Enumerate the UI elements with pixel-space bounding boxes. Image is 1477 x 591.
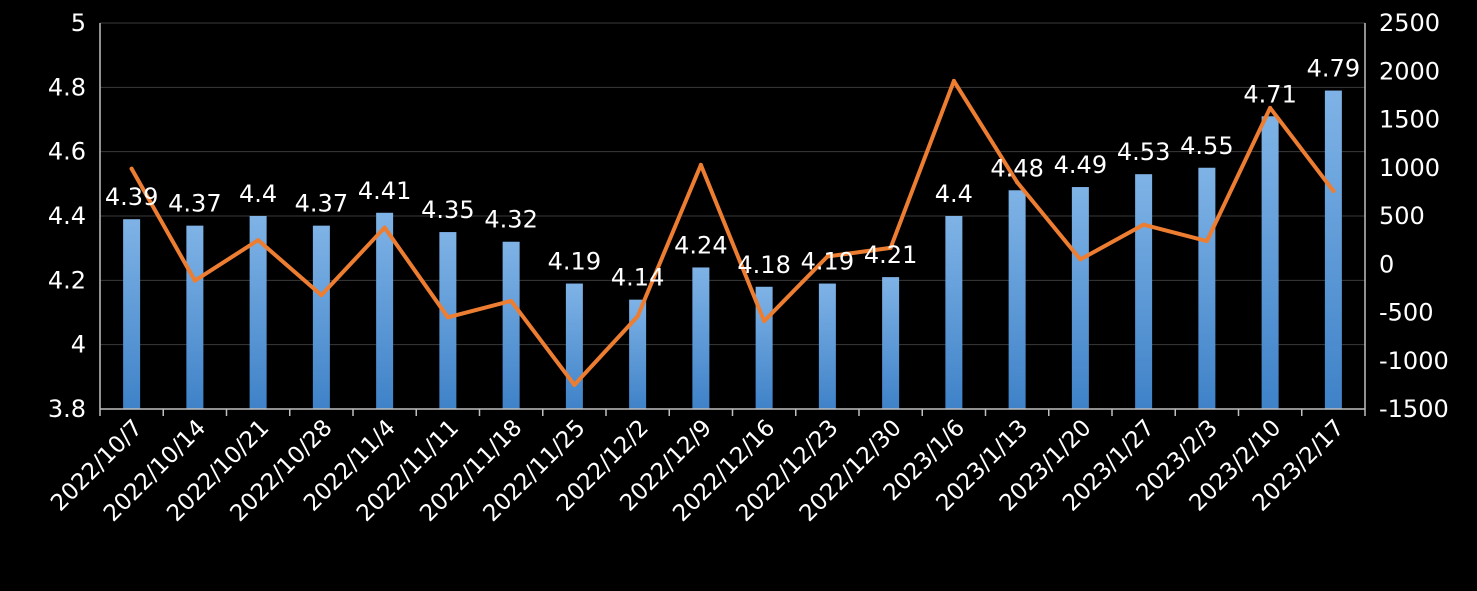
line-point bbox=[319, 293, 324, 298]
bar bbox=[1008, 190, 1026, 409]
bar-data-label: 4.71 bbox=[1243, 80, 1296, 108]
bar-data-label: 4.53 bbox=[1117, 138, 1170, 166]
bar-data-label: 4.37 bbox=[168, 190, 221, 218]
line-point bbox=[1331, 188, 1336, 193]
line-point bbox=[192, 278, 197, 283]
bar bbox=[818, 283, 836, 409]
line-series bbox=[129, 78, 1336, 387]
y-left-tick-label: 3.8 bbox=[48, 395, 86, 423]
line-point bbox=[1204, 239, 1209, 244]
y-right-tick-label: 1500 bbox=[1379, 106, 1440, 134]
line-point bbox=[1268, 105, 1273, 110]
y-left-tick-label: 4.6 bbox=[48, 138, 86, 166]
y-left-tick-label: 4 bbox=[71, 331, 86, 359]
y-right-tick-label: -1500 bbox=[1379, 395, 1449, 423]
y-right-tick-label: 500 bbox=[1379, 202, 1425, 230]
line-point bbox=[1141, 222, 1146, 227]
bar bbox=[186, 225, 204, 409]
line-point bbox=[382, 225, 387, 230]
line-point bbox=[256, 238, 261, 243]
line-point bbox=[445, 315, 450, 320]
bar-data-label: 4.37 bbox=[295, 190, 348, 218]
y-right-tick-label: 1000 bbox=[1379, 154, 1440, 182]
y-left-tick-label: 4.4 bbox=[48, 202, 86, 230]
bar-data-label: 4.32 bbox=[484, 206, 537, 234]
line-point bbox=[1078, 257, 1083, 262]
y-right-tick-label: 2500 bbox=[1379, 9, 1440, 37]
bar-data-label: 4.48 bbox=[990, 154, 1043, 182]
bar-data-label: 4.79 bbox=[1307, 55, 1360, 83]
bar bbox=[629, 299, 647, 409]
y-left-tick-label: 5 bbox=[71, 9, 86, 37]
bar bbox=[882, 277, 900, 409]
line-point bbox=[698, 162, 703, 167]
data-labels: 4.39 4.37 4.4 4.37 4.41 4.35 4.32 4.19 4.14 4.24 4… bbox=[105, 55, 1360, 292]
bar bbox=[502, 241, 520, 409]
line-point bbox=[951, 78, 956, 83]
bar bbox=[1198, 167, 1216, 409]
line-point bbox=[635, 314, 640, 319]
bar-data-label: 4.4 bbox=[239, 180, 277, 208]
bar-data-label: 4.41 bbox=[358, 177, 411, 205]
bar-data-label: 4.24 bbox=[674, 231, 727, 259]
bar-data-label: 4.55 bbox=[1180, 132, 1233, 160]
bar bbox=[565, 283, 583, 409]
axes bbox=[99, 23, 1366, 416]
y-right-tick-label: 2000 bbox=[1379, 57, 1440, 85]
bar bbox=[1324, 90, 1342, 410]
line-series-path bbox=[129, 78, 1336, 387]
bar bbox=[439, 232, 457, 409]
line-point bbox=[888, 245, 893, 250]
bar bbox=[249, 216, 267, 409]
line-point bbox=[572, 382, 577, 387]
bar bbox=[1261, 116, 1279, 410]
bar-data-label: 4.19 bbox=[548, 248, 601, 276]
bar-data-label: 4.49 bbox=[1054, 151, 1107, 179]
y-left-tick-label: 4.2 bbox=[48, 266, 86, 294]
bar-data-label: 4.35 bbox=[421, 196, 474, 224]
gridlines bbox=[100, 22, 1365, 346]
bar bbox=[123, 219, 141, 409]
bar-data-label: 4.19 bbox=[801, 248, 854, 276]
bar bbox=[1071, 187, 1089, 409]
line-point bbox=[129, 166, 134, 171]
y-right-tick-label: 0 bbox=[1379, 250, 1394, 278]
bar bbox=[1135, 174, 1153, 409]
bar bbox=[692, 267, 710, 409]
y-left-tick-label: 4.8 bbox=[48, 73, 86, 101]
bar bbox=[945, 216, 963, 409]
line-point bbox=[762, 319, 767, 324]
line-point bbox=[509, 298, 514, 303]
bar-data-label: 4.18 bbox=[737, 251, 790, 279]
y-right-tick-label: -500 bbox=[1379, 299, 1433, 327]
bar-data-label: 4.4 bbox=[935, 180, 973, 208]
line-point bbox=[825, 254, 830, 259]
y-right-tick-label: -1000 bbox=[1379, 347, 1449, 375]
bar-series bbox=[123, 90, 1342, 410]
bar bbox=[312, 225, 330, 409]
bar-data-label: 4.14 bbox=[611, 264, 664, 292]
bar bbox=[376, 212, 394, 409]
line-point bbox=[1015, 180, 1020, 185]
bar-data-label: 4.39 bbox=[105, 183, 158, 211]
bar-data-label: 4.21 bbox=[864, 241, 917, 269]
